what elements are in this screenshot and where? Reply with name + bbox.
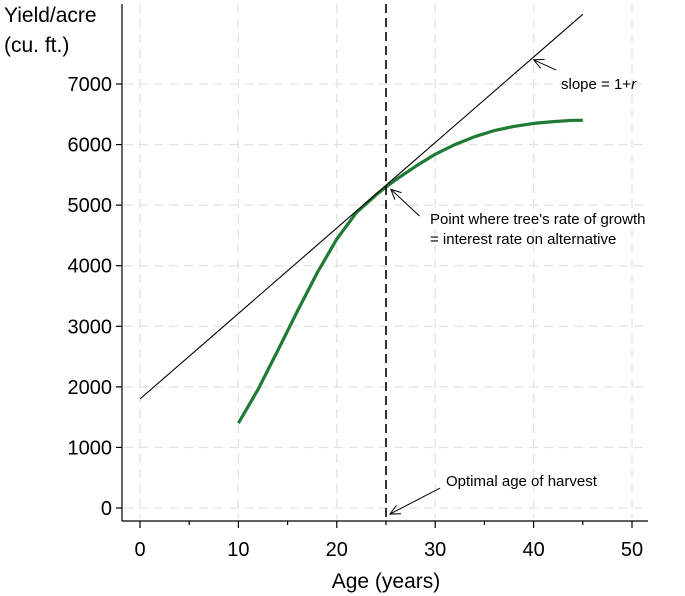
x-tick-label-10: 10 <box>227 539 249 561</box>
x-axis-title: Age (years) <box>332 570 441 593</box>
y-tick-label-3000: 3000 <box>68 316 113 338</box>
y-tick-label-0: 0 <box>101 498 112 520</box>
plot-series <box>139 4 584 521</box>
x-tick-label-50: 50 <box>621 539 643 561</box>
tangency-arrow-head <box>390 188 402 200</box>
x-tick-label-20: 20 <box>326 539 348 561</box>
x-tick-label-0: 0 <box>134 539 145 561</box>
axes: 0 1000 2000 3000 4000 5000 6000 7000 0 10 20 30 40 50 <box>68 4 648 561</box>
slope-arrow-shaft <box>533 59 557 71</box>
optimal-arrow <box>388 487 441 515</box>
y-tick-label-4000: 4000 <box>68 256 113 278</box>
optimal-label: Optimal age of harvest <box>446 473 598 490</box>
x-tick-label-30: 30 <box>424 539 446 561</box>
y-tick-label-2000: 2000 <box>68 377 113 399</box>
tangency-arrow <box>390 188 420 217</box>
slope-label: slope = 1+r <box>561 76 637 93</box>
series-tangent <box>139 13 584 400</box>
tangency-arrow-shaft <box>390 189 420 217</box>
slope-arrow-head <box>532 59 545 69</box>
y-tick-label-7000: 7000 <box>68 74 113 96</box>
y-axis-title-line-2: (cu. ft.) <box>4 34 69 57</box>
tangency-label-line-1: Point where tree's rate of growth <box>430 211 645 228</box>
optimal-arrow-head <box>388 504 401 515</box>
slope-arrow <box>532 59 557 71</box>
annotations: slope = 1+r Point where tree's rate of gr… <box>388 59 645 515</box>
y-axis-title-line-1: Yield/acre <box>4 4 97 27</box>
y-tick-label-1000: 1000 <box>68 437 113 459</box>
x-tick-label-40: 40 <box>522 539 544 561</box>
series-yield <box>237 118 583 425</box>
tangency-label-line-2: = interest rate on alternative <box>430 231 616 248</box>
y-tick-label-5000: 5000 <box>68 195 113 217</box>
y-tick-label-6000: 6000 <box>68 135 113 157</box>
optimal-arrow-shaft <box>389 487 441 515</box>
